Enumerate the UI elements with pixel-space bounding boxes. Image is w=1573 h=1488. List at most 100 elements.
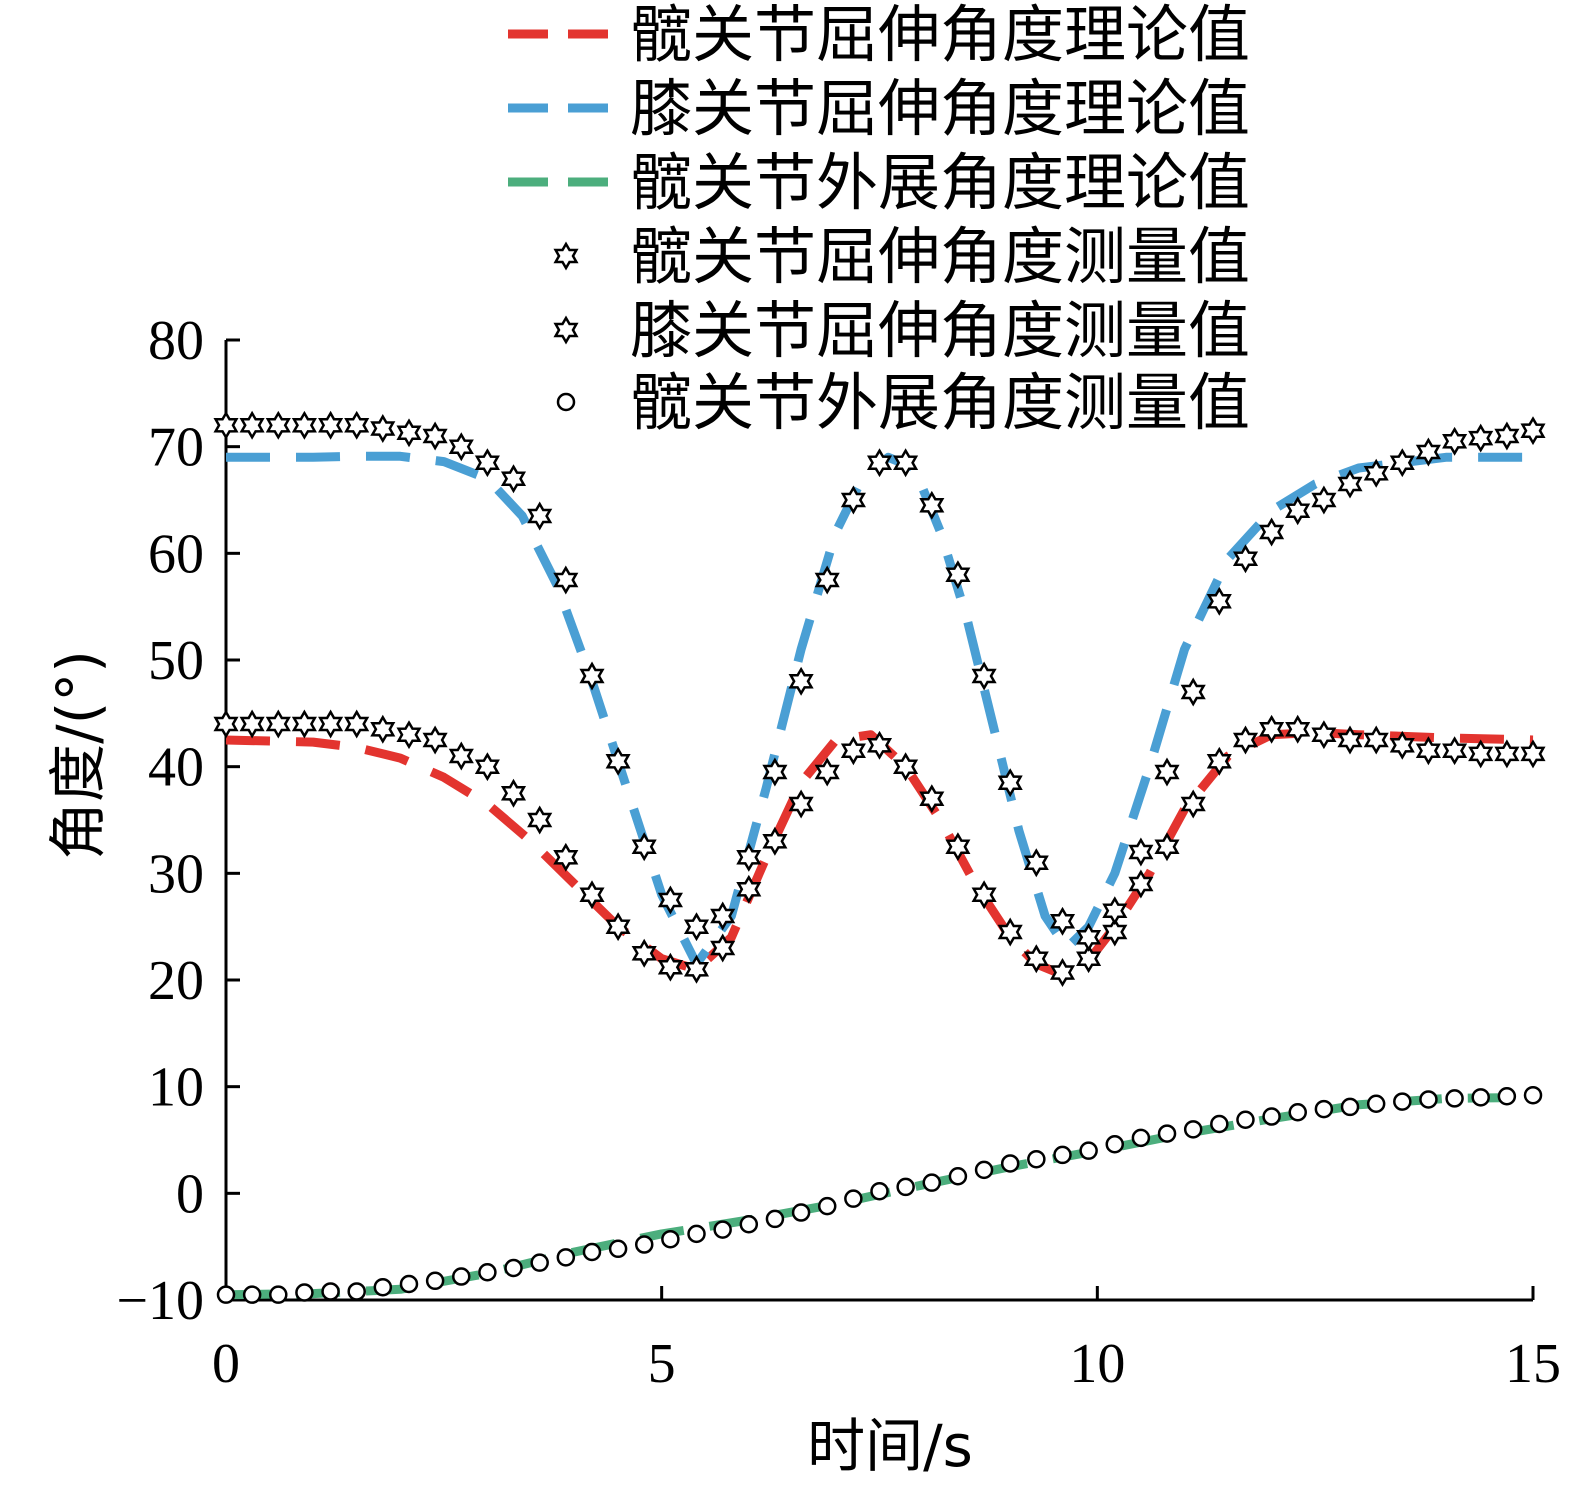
series-4-point: [213, 410, 239, 440]
series-3-point: [527, 805, 553, 835]
series-3-point: [1311, 720, 1337, 750]
series-5-point: [295, 1283, 314, 1302]
series-3-point: [1285, 714, 1311, 744]
series-4-point: [579, 661, 605, 691]
series-5-point: [347, 1282, 366, 1301]
series-5-point: [399, 1274, 419, 1294]
series-3-point: [866, 730, 893, 760]
legend-marker: [553, 315, 579, 345]
series-4-point: [1076, 922, 1102, 952]
series-5-point: [687, 1224, 706, 1244]
legend-marker: [553, 241, 579, 271]
series-3-point: [945, 832, 971, 862]
series-5-point: [216, 1285, 236, 1304]
y-tick-label: 50: [148, 630, 204, 692]
series-4-point: [683, 912, 710, 942]
series-3-point: [422, 725, 448, 755]
series-4-point: [1520, 416, 1546, 446]
series-4-point: [657, 885, 683, 915]
series-5-point: [1000, 1154, 1020, 1173]
series-5-point: [608, 1239, 628, 1259]
x-tick-label: 5: [648, 1333, 676, 1395]
series-4-point: [1389, 448, 1415, 478]
series-5-point: [634, 1235, 654, 1254]
legend-item: 髋关节屈伸角度理论值: [508, 0, 1250, 71]
y-tick-label: 30: [148, 843, 204, 905]
series-3-point: [553, 842, 579, 872]
series-5-point: [713, 1220, 732, 1239]
series-4-point: [370, 413, 396, 443]
series-line-1: [226, 451, 1533, 969]
series-3-point: [1389, 730, 1415, 760]
series-4-point: [1337, 469, 1363, 499]
series-4-point: [422, 421, 448, 451]
series-5-point: [922, 1173, 942, 1192]
series-5-point: [1419, 1090, 1438, 1109]
series-5-point: [765, 1209, 785, 1229]
series-4-point: [893, 448, 919, 478]
series-5-point: [504, 1258, 523, 1278]
series-3-point: [265, 709, 291, 739]
series-4-point: [710, 901, 736, 931]
series-3-point: [1076, 944, 1102, 974]
series-3-point: [1206, 746, 1232, 776]
series-4-point: [318, 410, 344, 440]
series-4-point: [945, 560, 971, 590]
series-5-point: [425, 1271, 445, 1291]
series-5-point: [1445, 1089, 1464, 1108]
series-3-point: [1154, 832, 1180, 862]
series-4-point: [396, 418, 422, 448]
series-5-point: [791, 1203, 811, 1222]
series-5-point: [661, 1229, 680, 1249]
series-markers: [213, 410, 1546, 1304]
series-lines: [225, 451, 1534, 1300]
series-5-point: [1393, 1092, 1412, 1111]
series-4-point: [1049, 906, 1076, 936]
legend-label: 膝关节屈伸角度测量值: [630, 294, 1250, 367]
legend-label: 髋关节外展角度测量值: [630, 366, 1250, 439]
legend-item: 膝关节屈伸角度理论值: [508, 72, 1250, 145]
series-3-point: [474, 752, 500, 782]
y-tick-label: 80: [148, 310, 204, 372]
series-3-point: [1337, 725, 1363, 755]
series-3-point: [1023, 944, 1049, 974]
series-4-point: [788, 666, 814, 696]
series-3-point: [762, 826, 788, 856]
y-tick-label: 60: [148, 523, 204, 585]
legend-marker: [556, 392, 576, 412]
series-3-point: [788, 789, 814, 819]
series-4-point: [239, 410, 265, 440]
series-5-point: [1314, 1099, 1334, 1119]
series-5-point: [1340, 1097, 1360, 1117]
series-5-point: [1210, 1114, 1229, 1134]
series-4-point: [344, 410, 370, 440]
y-tick-label: 70: [148, 417, 204, 479]
series-4-point: [1154, 757, 1180, 787]
series-3-point: [579, 880, 605, 910]
legend-item: 髋关节外展角度理论值: [508, 146, 1250, 219]
series-4-point: [1415, 437, 1441, 467]
legend-label: 髋关节屈伸角度理论值: [630, 0, 1250, 71]
series-3-point: [318, 709, 344, 739]
series-5-point: [242, 1285, 262, 1304]
series-3-point: [1415, 736, 1441, 766]
series-4-point: [474, 448, 500, 478]
series-5-point: [1131, 1128, 1151, 1148]
x-tick-label: 10: [1069, 1333, 1125, 1395]
y-axis-title: 角度/(°): [44, 650, 112, 860]
y-tick-label: −10: [116, 1270, 204, 1332]
series-4-point: [762, 757, 788, 787]
series-5-point: [1366, 1094, 1386, 1113]
series-3-point: [893, 752, 919, 782]
y-tick-label: 40: [148, 737, 204, 799]
series-5-point: [373, 1277, 393, 1297]
legend-label: 髋关节屈伸角度测量值: [630, 220, 1250, 293]
y-tick-label: 20: [148, 950, 204, 1012]
series-5-point: [269, 1285, 288, 1304]
series-3-point: [997, 917, 1023, 947]
legend-label: 膝关节屈伸角度理论值: [630, 72, 1250, 145]
series-4-point: [605, 746, 631, 776]
series-5-point: [1079, 1141, 1098, 1160]
series-3-point: [631, 938, 657, 968]
x-axis-title: 时间/s: [807, 1412, 973, 1480]
